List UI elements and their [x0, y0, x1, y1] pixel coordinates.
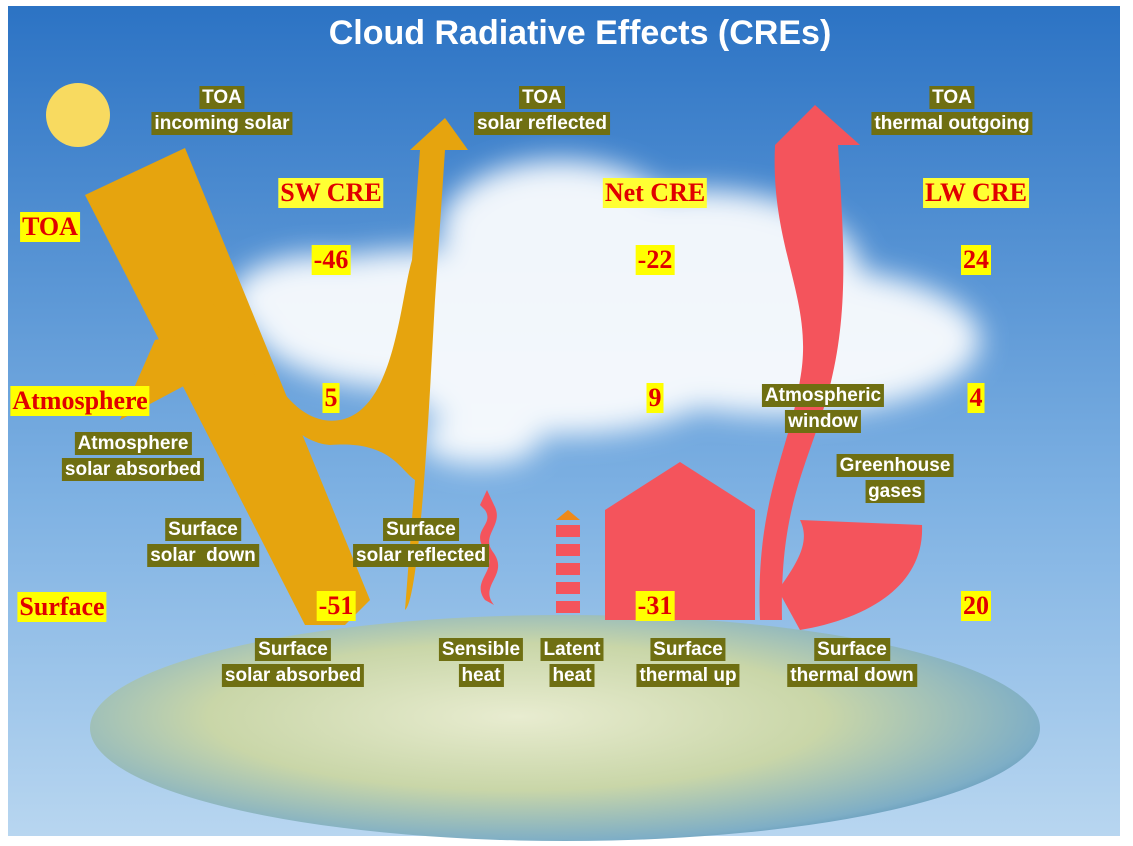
cre-value: -51 — [316, 591, 356, 621]
flow-label-line: thermal outgoing — [871, 112, 1033, 135]
flow-label-line: incoming solar — [151, 112, 293, 135]
flow-label-line: Surface — [383, 518, 459, 541]
flow-label-line: solar reflected — [353, 544, 489, 567]
latent-heat — [556, 510, 580, 613]
flow-label: TOA solar reflected — [474, 86, 610, 138]
incoming-solar-band — [85, 148, 370, 625]
flow-label: Surface solar down — [147, 518, 259, 570]
lw-arrows — [480, 105, 923, 630]
flow-label-line: Atmospheric — [761, 384, 885, 407]
cre-value: 4 — [967, 383, 985, 413]
flow-label-line: solar absorbed — [221, 664, 365, 687]
flow-label: Latent heat — [540, 638, 604, 690]
flow-label-line: solar absorbed — [61, 458, 205, 481]
sun — [46, 83, 110, 147]
column-header: Net CRE — [602, 178, 708, 208]
thermal-outgoing — [759, 105, 860, 620]
flow-label-line: Surface — [165, 518, 241, 541]
cre-value: 9 — [646, 383, 664, 413]
flow-label-line: Latent — [540, 638, 604, 661]
flow-label-line: Sensible — [438, 638, 524, 661]
cre-value: -31 — [635, 591, 675, 621]
flow-label-line: heat — [549, 664, 595, 687]
flow-label: Surface solar reflected — [353, 518, 489, 570]
flow-label-line: solar down — [147, 544, 259, 567]
flow-label-line: Surface — [814, 638, 890, 661]
flow-label-line: window — [785, 410, 861, 433]
flow-label-line: thermal down — [787, 664, 917, 687]
flow-label: Atmospheric window — [761, 384, 885, 436]
flow-label-line: Atmosphere — [74, 432, 192, 455]
flow-label-line: TOA — [199, 86, 245, 109]
flow-label: Surface solar absorbed — [221, 638, 365, 690]
cre-value: 24 — [961, 245, 991, 275]
flow-label-line: Surface — [650, 638, 726, 661]
flow-label-line: thermal up — [636, 664, 740, 687]
flow-label-line: heat — [458, 664, 504, 687]
flow-label: TOA incoming solar — [151, 86, 293, 138]
row-label: Atmosphere — [10, 386, 150, 416]
sensible-heat — [480, 490, 499, 605]
flow-label-line: TOA — [519, 86, 565, 109]
flow-label: Surface thermal down — [787, 638, 917, 690]
cre-value: -22 — [635, 245, 675, 275]
cre-value: 20 — [961, 591, 991, 621]
row-label: Surface — [17, 592, 107, 622]
cre-value: 5 — [322, 383, 340, 413]
column-header: SW CRE — [278, 178, 384, 208]
flow-label: Surface thermal up — [636, 638, 740, 690]
flow-label: Atmosphere solar absorbed — [61, 432, 205, 484]
column-header: LW CRE — [923, 178, 1029, 208]
flow-label-line: Greenhouse — [836, 454, 954, 477]
flow-label-line: gases — [865, 480, 925, 503]
title: Cloud Radiative Effects (CREs) — [328, 14, 832, 52]
flow-label-line: solar reflected — [474, 112, 610, 135]
cre-value: -46 — [311, 245, 351, 275]
flow-label: TOA thermal outgoing — [871, 86, 1033, 138]
flow-label-line: TOA — [929, 86, 975, 109]
flow-label: Greenhouse gases — [836, 454, 954, 506]
thermal-down — [778, 520, 923, 630]
reflected-band — [210, 118, 468, 610]
flow-label: Sensible heat — [438, 638, 524, 690]
flow-label-line: Surface — [255, 638, 331, 661]
row-label: TOA — [20, 212, 80, 242]
thermal-up — [605, 462, 755, 620]
